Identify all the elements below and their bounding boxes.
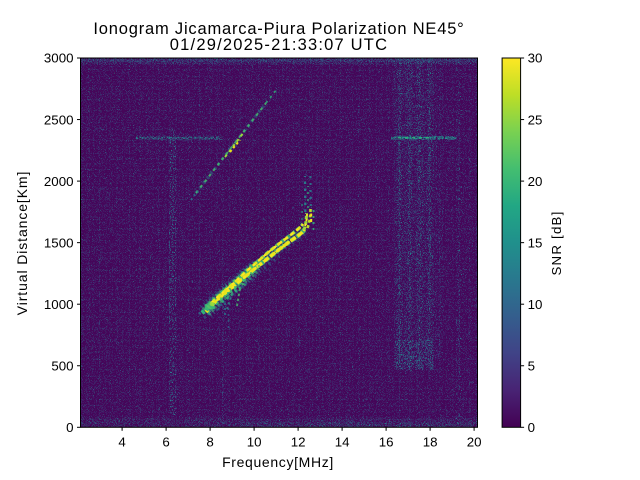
svg-text:10: 10 bbox=[528, 297, 543, 312]
svg-text:01/29/2025-21:33:07 UTC: 01/29/2025-21:33:07 UTC bbox=[170, 36, 388, 54]
svg-text:25: 25 bbox=[528, 112, 543, 127]
svg-text:6: 6 bbox=[162, 435, 169, 450]
svg-text:16: 16 bbox=[379, 435, 394, 450]
svg-text:20: 20 bbox=[467, 435, 482, 450]
svg-text:0: 0 bbox=[528, 420, 535, 435]
svg-text:1000: 1000 bbox=[44, 297, 74, 312]
svg-text:20: 20 bbox=[528, 174, 543, 189]
svg-text:SNR [dB]: SNR [dB] bbox=[549, 210, 564, 275]
svg-text:0: 0 bbox=[66, 420, 73, 435]
svg-text:3000: 3000 bbox=[44, 51, 74, 66]
svg-text:12: 12 bbox=[291, 435, 306, 450]
svg-text:10: 10 bbox=[247, 435, 262, 450]
svg-text:Ionogram Jicamarca-Piura Polar: Ionogram Jicamarca-Piura Polarization NE… bbox=[93, 20, 464, 38]
svg-text:5: 5 bbox=[528, 358, 535, 373]
svg-text:30: 30 bbox=[528, 51, 543, 66]
svg-text:14: 14 bbox=[335, 435, 350, 450]
svg-text:1500: 1500 bbox=[44, 235, 74, 250]
svg-text:2500: 2500 bbox=[44, 112, 74, 127]
svg-text:15: 15 bbox=[528, 235, 543, 250]
svg-text:4: 4 bbox=[118, 435, 125, 450]
svg-text:500: 500 bbox=[51, 358, 73, 373]
svg-text:Virtual Distance[Km]: Virtual Distance[Km] bbox=[14, 171, 30, 316]
svg-text:Frequency[MHz]: Frequency[MHz] bbox=[222, 454, 334, 470]
svg-text:8: 8 bbox=[206, 435, 213, 450]
svg-text:18: 18 bbox=[423, 435, 438, 450]
svg-text:2000: 2000 bbox=[44, 174, 74, 189]
